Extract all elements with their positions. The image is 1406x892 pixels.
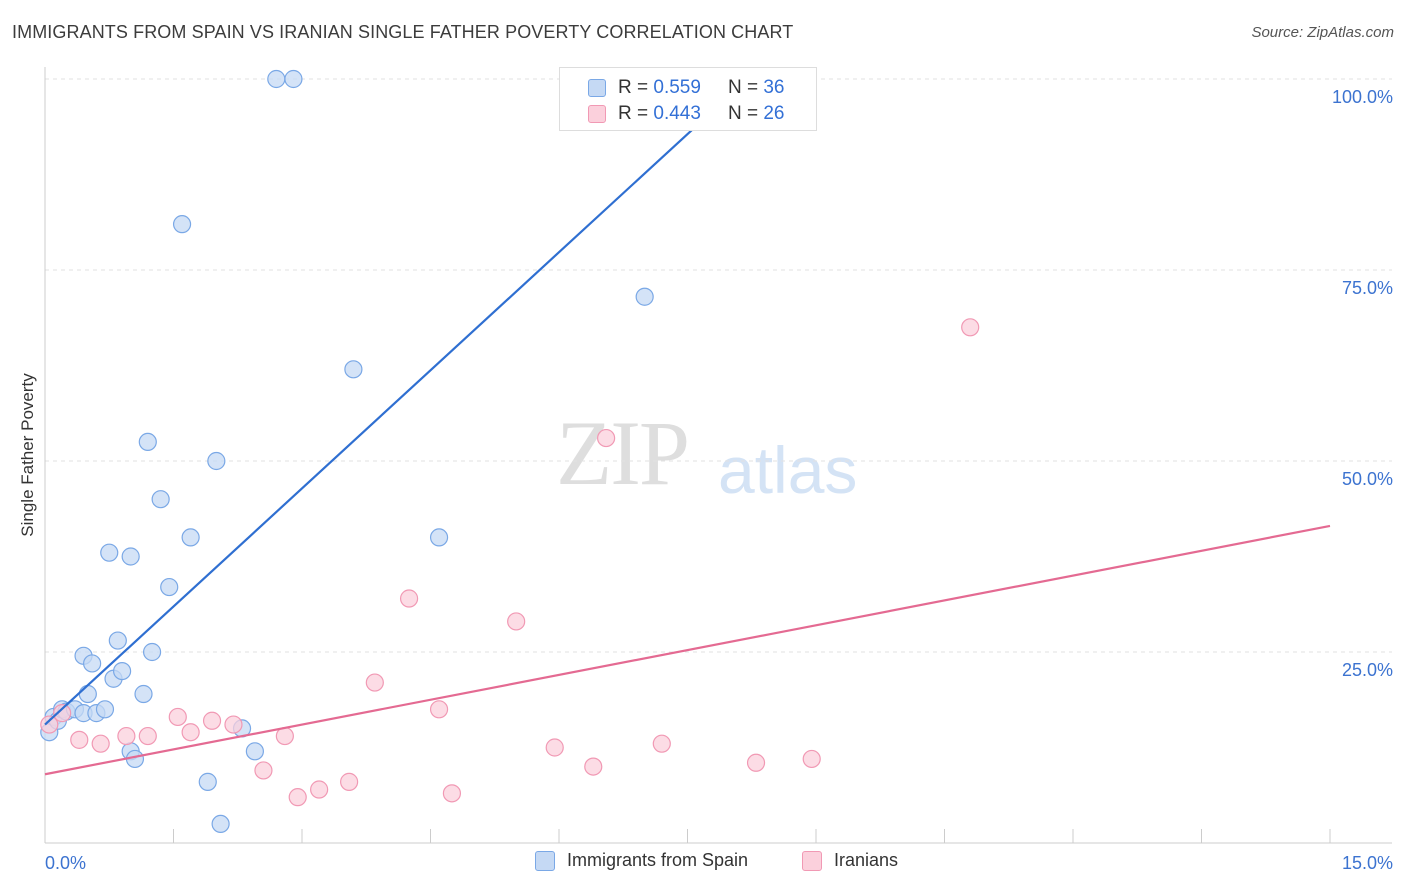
point-spain (134, 684, 153, 704)
legend-label-iranians: Iranians (834, 850, 899, 870)
point-spain (198, 772, 217, 791)
legend-n-value: 26 (763, 103, 785, 124)
point-spain (142, 642, 162, 662)
point-iranian (310, 780, 329, 799)
point-iranian (40, 715, 59, 734)
legend-swatch-pink (802, 850, 822, 871)
legend-label-spain: Immigrants from Spain (567, 850, 749, 870)
watermark-atlas: atlas (718, 433, 858, 507)
point-iranian (802, 749, 821, 769)
point-spain (181, 528, 200, 547)
point-spain (284, 69, 303, 89)
point-spain (78, 684, 97, 704)
point-iranian (584, 757, 603, 776)
point-spain (151, 490, 170, 509)
point-iranian (202, 711, 222, 730)
legend-swatch-blue (588, 79, 606, 97)
point-spain (108, 631, 127, 650)
point-iranian (597, 428, 616, 448)
legend-swatch-pink (588, 105, 606, 123)
point-iranian (138, 726, 157, 746)
y-tick-label: 50.0% (1342, 469, 1393, 489)
point-spain (245, 742, 264, 761)
point-iranian (117, 726, 136, 746)
legend-item-spain[interactable]: Immigrants from Spain (535, 850, 748, 871)
chart-title: IMMIGRANTS FROM SPAIN VS IRANIAN SINGLE … (12, 22, 794, 42)
point-iranian (70, 730, 89, 749)
point-iranian (746, 753, 766, 772)
point-iranian (652, 734, 671, 753)
legend-row-spain: R = 0.559 N = 36 (588, 76, 784, 100)
point-iranian (181, 723, 200, 742)
legend-item-iranians[interactable]: Iranians (802, 850, 898, 871)
x-tick-label: 15.0% (1342, 853, 1393, 873)
trendline-iranian (44, 524, 1331, 776)
point-iranian (961, 318, 980, 337)
point-spain (207, 451, 226, 471)
point-spain (83, 654, 102, 673)
point-iranian (545, 738, 564, 757)
point-iranian (399, 589, 419, 608)
point-iranian (168, 707, 187, 727)
point-iranian (288, 788, 307, 807)
legend-r-label: R = (618, 103, 649, 124)
source-label: Source: ZipAtlas.com (1251, 24, 1394, 41)
legend-swatch-blue (535, 850, 555, 871)
point-iranian (365, 673, 384, 692)
point-spain (429, 528, 449, 547)
point-iranian (340, 772, 359, 791)
point-iranian (224, 715, 243, 734)
point-iranian (507, 612, 526, 631)
legend-r-value: 0.559 (653, 77, 701, 98)
watermark-zip: ZIP (556, 402, 690, 504)
legend-r-value: 0.443 (653, 103, 701, 124)
point-iranian (442, 784, 462, 803)
point-iranian (53, 704, 72, 723)
point-spain (100, 543, 119, 562)
point-spain (138, 432, 157, 451)
correlation-legend: R = 0.559 N = 36 R = 0.443 N = 26 (559, 67, 817, 131)
point-spain (344, 360, 363, 379)
point-spain (121, 547, 140, 566)
legend-n-value: 36 (763, 77, 785, 98)
legend-row-iranians: R = 0.443 N = 26 (588, 102, 784, 126)
legend-n-label: N = (727, 103, 759, 124)
point-spain (635, 287, 654, 306)
point-spain (211, 814, 230, 834)
point-spain (267, 69, 286, 89)
point-iranian (91, 734, 110, 753)
legend-r-label: R = (618, 77, 649, 98)
y-tick-label: 75.0% (1342, 278, 1393, 298)
y-tick-label: 25.0% (1342, 660, 1393, 680)
y-tick-label: 100.0% (1332, 87, 1393, 107)
legend-n-label: N = (727, 77, 759, 98)
trendline-spain (44, 78, 749, 726)
point-iranian (429, 700, 449, 719)
point-spain (160, 577, 179, 597)
point-spain (172, 215, 192, 234)
point-spain (112, 661, 132, 681)
point-iranian (254, 761, 273, 780)
point-spain (95, 700, 115, 719)
y-axis-label: Single Father Poverty (18, 373, 37, 537)
x-tick-label: 0.0% (45, 853, 86, 873)
